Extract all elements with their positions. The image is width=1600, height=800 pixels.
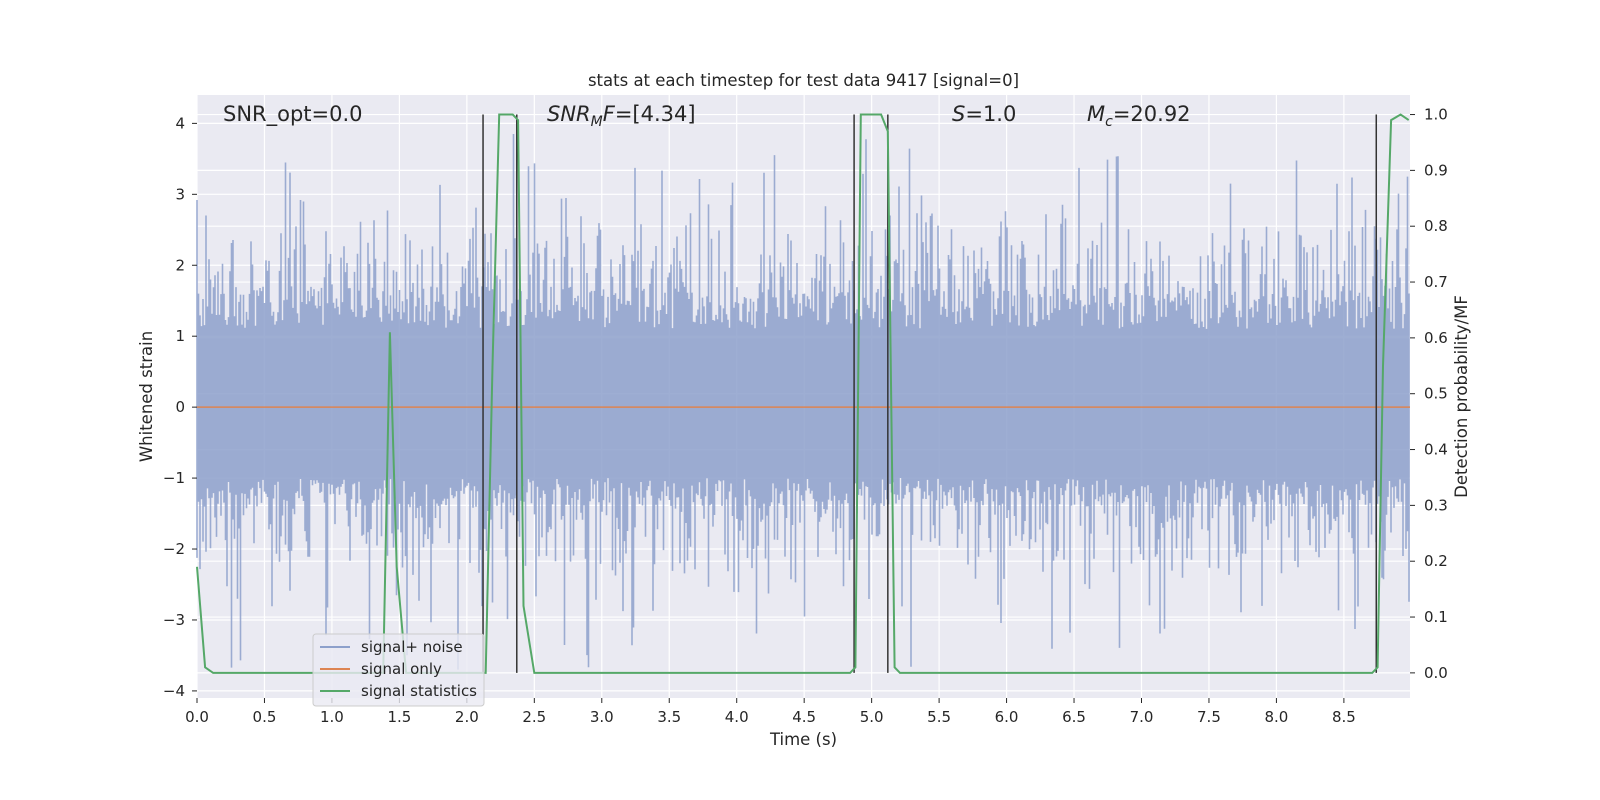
y2-tick-label: 0.2 <box>1424 552 1448 570</box>
y2-tick-label: 0.7 <box>1424 273 1448 291</box>
y-tick-label: 2 <box>175 256 185 274</box>
x-tick-label: 7.0 <box>1130 708 1154 726</box>
x-tick-label: 6.5 <box>1062 708 1086 726</box>
snr-mf-prefix: SNR <box>547 102 591 126</box>
x-axis-label: Time (s) <box>769 730 837 749</box>
y-axis-label: Whitened strain <box>137 331 156 462</box>
x-tick-label: 8.5 <box>1332 708 1356 726</box>
x-tick-label: 0.5 <box>253 708 277 726</box>
x-tick-label: 5.5 <box>927 708 951 726</box>
y2-axis-label: Detection probability/MF <box>1452 295 1471 498</box>
series-signal-statistics <box>196 113 1410 674</box>
y-tick-label: 1 <box>175 327 185 345</box>
y2-tick-label: 0.1 <box>1424 608 1448 626</box>
y2-tick-label: 0.9 <box>1424 161 1448 179</box>
x-tick-label: 3.0 <box>590 708 614 726</box>
annotation-mc: Mc=20.92 <box>1087 102 1191 130</box>
x-tick-label: 2.5 <box>522 708 546 726</box>
snr-mf-suffix-value: =[4.34] <box>615 102 696 126</box>
legend: signal+ noise signal only signal statist… <box>312 633 485 707</box>
y-tick-label: −3 <box>163 611 185 629</box>
x-tick-label: 4.5 <box>792 708 816 726</box>
y2-axis-ticks: 1.0 0.9 0.8 0.7 0.6 0.5 0.4 0.3 0.2 0.1 0.0 <box>1410 106 1448 682</box>
x-tick-label: 5.0 <box>860 708 884 726</box>
legend-label-signal-only: signal only <box>361 660 442 678</box>
y2-tick-label: 0.0 <box>1424 664 1448 682</box>
series-signal-plus-noise <box>196 134 1410 670</box>
legend-label-signal-plus-noise: signal+ noise <box>361 638 463 656</box>
x-tick-label: 1.5 <box>387 708 411 726</box>
x-tick-label: 8.0 <box>1264 708 1288 726</box>
y2-tick-label: 0.5 <box>1424 385 1448 403</box>
mc-sub: c <box>1105 114 1113 130</box>
y-tick-label: 3 <box>175 185 185 203</box>
x-tick-label: 3.5 <box>657 708 681 726</box>
x-tick-label: 7.5 <box>1197 708 1221 726</box>
y2-tick-label: 0.3 <box>1424 496 1448 514</box>
legend-label-signal-statistics: signal statistics <box>361 682 477 700</box>
y2-tick-label: 1.0 <box>1424 106 1448 124</box>
x-axis-ticks: 0.0 0.5 1.0 1.5 2.0 2.5 3.0 3.5 4.0 4.5 5.0 5.5 6.0 6… <box>185 698 1356 726</box>
annotation-snr-opt: SNR_opt=0.0 <box>223 102 363 127</box>
x-tick-label: 1.0 <box>320 708 344 726</box>
x-tick-label: 0.0 <box>185 708 209 726</box>
x-tick-label: 6.0 <box>995 708 1019 726</box>
y-axis-ticks: 4 3 2 1 0 −1 −2 −3 −4 <box>163 114 197 700</box>
x-tick-label: 2.0 <box>455 708 479 726</box>
mc-value: =20.92 <box>1113 102 1191 126</box>
snr-mf-sub: M <box>591 114 603 130</box>
y-tick-label: −4 <box>163 682 185 700</box>
y-tick-label: 4 <box>175 114 185 132</box>
y2-tick-label: 0.6 <box>1424 329 1448 347</box>
legend-box <box>312 633 485 707</box>
annotation-s: S=1.0 <box>952 102 1016 126</box>
y-tick-label: 0 <box>175 398 185 416</box>
s-symbol: S <box>952 102 965 126</box>
x-tick-label: 4.0 <box>725 708 749 726</box>
y-tick-label: −2 <box>163 540 185 558</box>
chart-title: stats at each timestep for test data 941… <box>588 71 1019 90</box>
s-value: =1.0 <box>965 102 1016 126</box>
y2-tick-label: 0.4 <box>1424 441 1448 459</box>
snr-mf-suffix-f: F <box>603 102 616 126</box>
mc-symbol: M <box>1087 102 1105 126</box>
y2-tick-label: 0.8 <box>1424 217 1448 235</box>
y-tick-label: −1 <box>163 469 185 487</box>
annotation-snr-mf: SNRMF=[4.34] <box>547 102 696 130</box>
